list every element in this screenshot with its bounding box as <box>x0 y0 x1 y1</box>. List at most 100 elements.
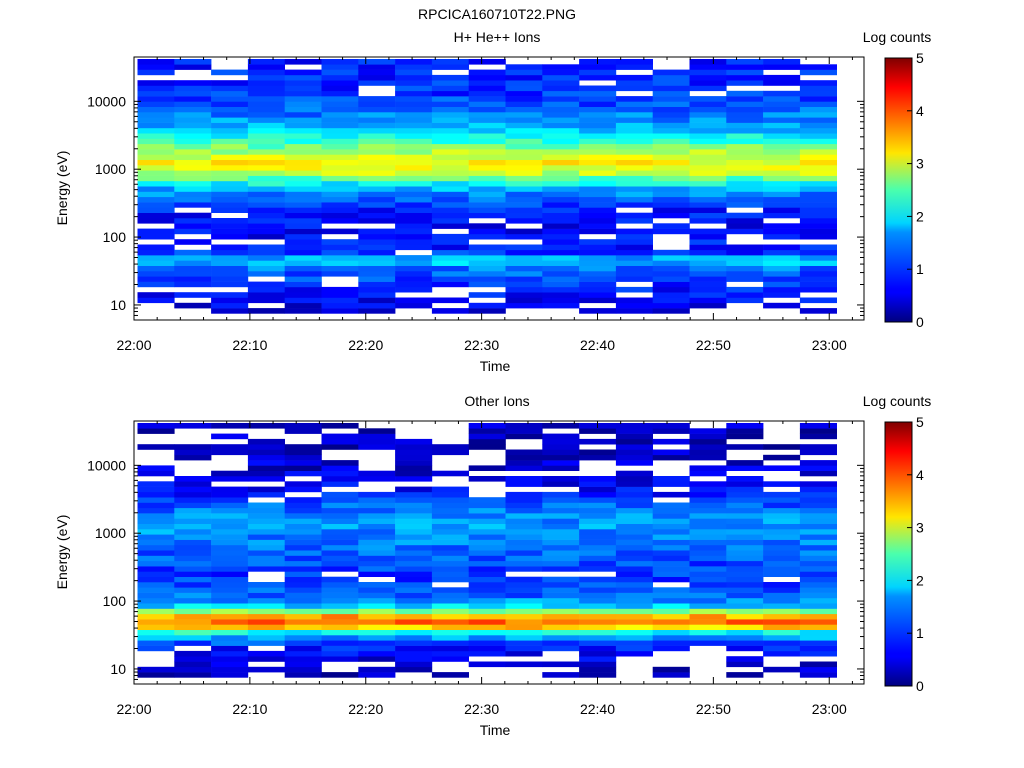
spectrogram-cell <box>652 502 690 509</box>
spectrogram-cell <box>174 186 212 192</box>
x-tick-label: 22:40 <box>580 337 615 353</box>
spectrogram-cell <box>431 650 469 657</box>
spectrogram-cell <box>321 239 359 245</box>
spectrogram-cell <box>395 297 433 304</box>
spectrogram-cell <box>247 175 285 182</box>
spectrogram-cell <box>652 154 690 160</box>
spectrogram-cell <box>799 470 837 477</box>
spectrogram-cell <box>247 603 285 609</box>
spectrogram-cell <box>542 265 580 272</box>
spectrogram-cell <box>211 90 249 97</box>
spectrogram-cell <box>542 550 580 556</box>
spectrogram-cell <box>284 69 322 76</box>
spectrogram-cell <box>174 449 212 456</box>
spectrogram-cell <box>137 218 175 224</box>
spectrogram-cell <box>505 587 543 593</box>
spectrogram-cell <box>211 571 249 577</box>
spectrogram-cell <box>174 582 212 588</box>
spectrogram-cell <box>247 90 285 97</box>
spectrogram-cell <box>542 233 580 240</box>
spectrogram-cell <box>395 106 433 113</box>
spectrogram-cell <box>247 486 285 493</box>
spectrogram-cell <box>358 265 396 272</box>
spectrogram-cell <box>358 292 396 298</box>
spectrogram-cell <box>137 196 175 203</box>
spectrogram-cell <box>689 59 727 65</box>
spectrogram-cell <box>652 576 690 583</box>
spectrogram-cell <box>211 249 249 256</box>
spectrogram-cell <box>689 544 727 551</box>
spectrogram-cell <box>431 239 469 245</box>
spectrogram-cell <box>431 529 469 535</box>
spectrogram-cell <box>137 133 175 139</box>
spectrogram-cell <box>395 239 433 245</box>
spectrogram-cell <box>358 608 396 615</box>
spectrogram-cell <box>799 249 837 256</box>
spectrogram-cell <box>468 186 506 192</box>
spectrogram-cell <box>652 571 690 577</box>
spectrogram-cell <box>579 476 617 482</box>
spectrogram-cell <box>652 212 690 219</box>
spectrogram-cell <box>505 138 543 145</box>
spectrogram-cell <box>174 481 212 487</box>
spectrogram-cell <box>137 212 175 219</box>
spectrogram-cell <box>689 165 727 171</box>
spectrogram-cell <box>763 587 801 593</box>
spectrogram-cell <box>137 64 175 70</box>
spectrogram-cell <box>763 555 801 562</box>
spectrogram-cell <box>579 127 617 134</box>
spectrogram-cell <box>542 154 580 160</box>
spectrogram-cell <box>505 101 543 107</box>
spectrogram-cell <box>579 106 617 113</box>
spectrogram-cell <box>137 470 175 477</box>
spectrogram-cell <box>542 523 580 530</box>
spectrogram-cell <box>137 127 175 134</box>
spectrogram-cell <box>137 255 175 261</box>
spectrogram-cell <box>211 486 249 493</box>
spectrogram-cell <box>137 159 175 166</box>
spectrogram-cell <box>431 613 469 620</box>
spectrogram-cell <box>689 212 727 219</box>
spectrogram-cell <box>358 518 396 524</box>
spectrogram-cell <box>174 624 212 630</box>
spectrogram-cell <box>284 117 322 123</box>
spectrogram-cell <box>137 640 175 646</box>
spectrogram-cell <box>284 223 322 229</box>
spectrogram-cell <box>505 69 543 76</box>
spectrogram-cell <box>468 476 506 482</box>
spectrogram-cell <box>395 133 433 139</box>
spectrogram-cell <box>799 80 837 86</box>
x-tick-label: 23:00 <box>812 337 847 353</box>
spectrogram-cell <box>247 170 285 176</box>
spectrogram-cell <box>431 212 469 219</box>
spectrogram-cell <box>468 265 506 272</box>
colorbar-tick-label: 2 <box>916 208 924 224</box>
spectrogram-cell <box>505 576 543 583</box>
spectrogram-cell <box>284 265 322 272</box>
spectrogram-cell <box>615 260 653 266</box>
spectrogram-cell <box>431 308 469 314</box>
spectrogram-cell <box>431 603 469 609</box>
spectrogram-cell <box>579 85 617 92</box>
spectrogram-cell <box>726 428 764 434</box>
spectrogram-cell <box>468 423 506 429</box>
spectrogram-cell <box>763 491 801 498</box>
spectrogram-cell <box>799 497 837 503</box>
spectrogram-cell <box>763 281 801 288</box>
spectrogram-cell <box>431 85 469 92</box>
spectrogram-cell <box>174 143 212 150</box>
spectrogram-cell <box>799 555 837 562</box>
spectrogram-cell <box>321 308 359 314</box>
spectrogram-cell <box>726 603 764 609</box>
spectrogram-cell <box>652 587 690 593</box>
spectrogram-cell <box>579 180 617 187</box>
spectrogram-cell <box>247 149 285 155</box>
spectrogram-cell <box>468 138 506 145</box>
spectrogram-cell <box>174 96 212 102</box>
spectrogram-cell <box>247 265 285 272</box>
spectrogram-cell <box>284 297 322 304</box>
spectrogram-cell <box>174 122 212 129</box>
spectrogram-cell <box>689 271 727 277</box>
spectrogram-cell <box>431 255 469 261</box>
